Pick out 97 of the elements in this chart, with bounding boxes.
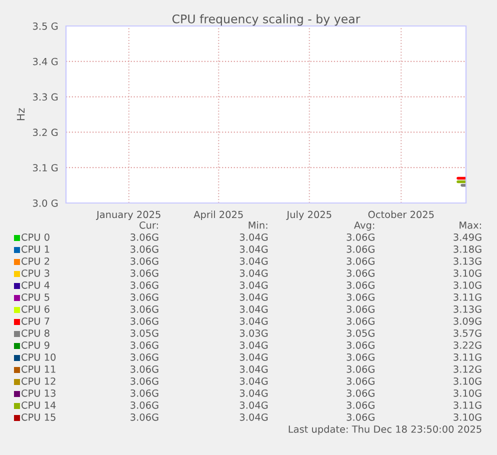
text: 3.11G (454, 401, 482, 409)
text: 3.04G (240, 377, 268, 385)
text: 3.06G (346, 317, 374, 325)
text: 3.06G (346, 353, 374, 361)
text: 3.49G (454, 233, 482, 241)
x-tick-label: October 2025 (368, 210, 434, 218)
legend-label: CPU 0 (22, 233, 50, 241)
text: 3.04G (240, 245, 268, 253)
text: 3.06G (346, 281, 374, 289)
x-tick-label: July 2025 (286, 210, 332, 220)
text: Cur: (140, 221, 158, 229)
y-tick-label: 3.4 G (33, 58, 58, 66)
legend-label: CPU 13 (22, 389, 56, 397)
text: 3.06G (130, 389, 158, 397)
text: 3.06G (130, 233, 158, 241)
text: 3.12G (454, 365, 482, 373)
text: 3.06G (130, 317, 158, 325)
text: 3.04G (240, 305, 268, 313)
x-tick-label: April 2025 (194, 210, 243, 220)
text: 3.06G (346, 401, 374, 409)
text: 3.06G (346, 413, 374, 421)
text: 3.10G (454, 281, 482, 289)
legend-label: CPU 4 (22, 281, 50, 289)
text: Min: (248, 221, 268, 229)
y-tick-label: 3.2 G (33, 128, 58, 136)
text: 3.06G (130, 365, 158, 373)
text: 3.04G (240, 257, 268, 265)
text: 3.09G (454, 317, 482, 325)
legend-label: CPU 6 (22, 305, 50, 313)
text: 3.06G (130, 269, 158, 277)
text: 3.04G (240, 389, 268, 397)
x-tick-label: January 2025 (96, 210, 160, 220)
text: 3.18G (454, 245, 482, 253)
text: 3.06G (346, 341, 374, 349)
text: Max: (460, 222, 481, 229)
y-tick-label: 3.1 G (33, 164, 58, 172)
text: 3.04G (240, 353, 268, 361)
text: 3.06G (346, 293, 374, 301)
text: Avg: (354, 222, 374, 231)
text: 3.06G (130, 401, 158, 409)
text: 3.04G (240, 413, 268, 421)
text: 3.11G (454, 293, 482, 301)
text: 3.04G (240, 317, 268, 325)
text: 3.11G (454, 353, 482, 361)
text: 3.06G (346, 305, 374, 313)
text: 3.57G (454, 329, 482, 337)
text: 3.04G (240, 233, 268, 241)
legend-label: CPU 2 (22, 257, 50, 265)
y-axis-title: Hz (16, 108, 25, 120)
text: 3.03G (240, 329, 268, 337)
text: 3.10G (454, 413, 482, 421)
y-tick-label: 3.3 G (33, 93, 58, 101)
legend-label: CPU 15 (22, 413, 56, 421)
legend-label: CPU 8 (22, 329, 50, 337)
text: 3.06G (346, 389, 374, 397)
legend-label: CPU 3 (22, 269, 50, 277)
legend-label: CPU 7 (22, 317, 50, 325)
text: 3.06G (130, 413, 158, 421)
chart-title: CPU frequency scaling - by year (172, 14, 360, 26)
legend-label: CPU 11 (22, 365, 56, 373)
text: 3.06G (130, 257, 158, 265)
text: 3.06G (346, 377, 374, 385)
text: 3.04G (240, 341, 268, 349)
text: 3.04G (240, 281, 268, 289)
text: 3.10G (454, 269, 482, 277)
text: 3.06G (130, 281, 158, 289)
text: 3.04G (240, 401, 268, 409)
text: 3.06G (130, 293, 158, 301)
text: 3.13G (454, 257, 482, 265)
legend-label: CPU 5 (22, 293, 50, 301)
text: 3.06G (130, 353, 158, 361)
text: 3.06G (130, 305, 158, 313)
y-tick-label: 3.5 G (33, 22, 58, 30)
text: 3.06G (346, 365, 374, 373)
text: 3.06G (346, 257, 374, 265)
legend-label: CPU 9 (22, 341, 50, 349)
text: 3.10G (454, 389, 482, 397)
text: 3.13G (454, 305, 482, 313)
text: 3.22G (454, 341, 482, 349)
text: 3.06G (130, 245, 158, 253)
text: 3.05G (130, 329, 158, 337)
text: 3.04G (240, 293, 268, 301)
legend-label: CPU 14 (22, 401, 56, 409)
legend-label: CPU 10 (22, 353, 56, 361)
y-tick-label: 3.0 G (33, 199, 58, 207)
text: 3.06G (346, 269, 374, 277)
text: 3.05G (346, 329, 374, 337)
legend-label: CPU 1 (22, 245, 50, 253)
legend-label: CPU 12 (22, 377, 56, 385)
text: 3.04G (240, 269, 268, 277)
text: Last update: Thu Dec 18 23:50:00 2025 (288, 425, 482, 435)
text: 3.06G (130, 377, 158, 385)
text: 3.10G (454, 377, 482, 385)
text: 3.04G (240, 365, 268, 373)
text: 3.06G (346, 233, 374, 241)
text: 3.06G (130, 341, 158, 349)
text: 3.06G (346, 245, 374, 253)
